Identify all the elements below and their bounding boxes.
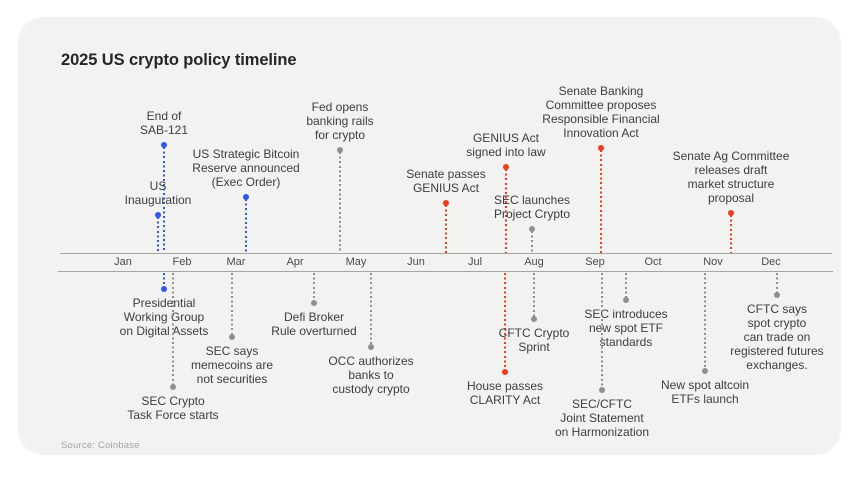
event-label: OCC authorizes banks to custody crypto [328,354,414,396]
event-marker-dot [774,292,780,298]
event-label: End of SAB-121 [139,109,189,137]
event-label: SEC says memecoins are not securities [190,344,274,386]
timeline-axis-top-line [60,253,832,255]
event-connector-line [533,273,535,318]
event-label: SEC launches Project Crypto [493,193,571,221]
event-marker-dot [337,147,343,153]
event-connector-line [313,273,315,302]
event-label: Senate Ag Committee releases draft marke… [672,149,790,205]
event-connector-line [157,217,159,253]
axis-month-label: Sep [585,256,605,268]
event-marker-dot [443,200,449,206]
axis-month-label: Apr [286,256,304,268]
event-marker-dot [702,368,708,374]
source-caption: Source: Coinbase [61,440,140,451]
event-connector-line [625,273,627,299]
axis-month-label: May [345,256,367,268]
event-marker-dot [368,344,374,350]
event-connector-line [445,205,447,253]
axis-month-label: Nov [703,256,723,268]
timeline-axis-bottom-line [58,271,833,273]
event-marker-dot [531,316,537,322]
event-marker-dot [155,212,161,218]
event-label: Senate passes GENIUS Act [406,167,486,195]
event-connector-line [531,231,533,253]
event-marker-dot [161,286,167,292]
axis-month-label: Dec [761,256,781,268]
event-marker-dot [229,334,235,340]
event-label: SEC introduces new spot ETF standards [584,307,668,349]
event-connector-line [231,273,233,336]
event-connector-line [339,152,341,253]
axis-month-label: Mar [226,256,246,268]
event-marker-dot [728,210,734,216]
axis-month-label: Jun [407,256,425,268]
event-label: New spot altcoin ETFs launch [660,378,750,406]
event-connector-line [504,273,506,371]
event-connector-line [505,169,507,253]
event-marker-dot [170,384,176,390]
event-marker-dot [599,387,605,393]
event-label: US Inauguration [124,179,192,207]
event-connector-line [704,273,706,370]
event-marker-dot [623,297,629,303]
event-marker-dot [503,164,509,170]
event-label: Senate Banking Committee proposes Respon… [542,84,660,140]
event-connector-line [172,273,174,386]
event-label: House passes CLARITY Act [466,379,544,407]
axis-month-label: Jan [114,256,132,268]
event-label: SEC/CFTC Joint Statement on Harmonizatio… [554,397,650,439]
event-marker-dot [502,369,508,375]
event-marker-dot [161,142,167,148]
event-label: US Strategic Bitcoin Reserve announced (… [192,147,300,189]
event-marker-dot [598,145,604,151]
event-connector-line [601,273,603,389]
event-label: Fed opens banking rails for crypto [306,100,374,142]
timeline-plot: Jan Feb Mar Apr May Jun Jul Aug Sep Oct Nov Dec US … [18,17,861,489]
event-connector-line [245,199,247,253]
axis-month-label: Oct [644,256,662,268]
event-connector-line [730,215,732,253]
event-label: CFTC Crypto Sprint [498,326,570,354]
event-marker-dot [311,300,317,306]
event-label: Defi Broker Rule overturned [271,310,357,338]
chart-title: 2025 US crypto policy timeline [61,51,297,69]
event-label: SEC Crypto Task Force starts [127,394,219,422]
timeline-card: 2025 US crypto policy timeline Jan Feb Mar… [18,17,841,455]
event-marker-dot [243,194,249,200]
event-label: Presidential Working Group on Digital As… [119,296,209,338]
event-label: GENIUS Act signed into law [466,131,546,159]
event-connector-line [163,273,165,288]
axis-month-label: Feb [172,256,192,268]
event-connector-line [370,273,372,346]
event-label: CFTC says spot crypto can trade on regis… [730,302,824,372]
event-connector-line [600,150,602,253]
event-marker-dot [529,226,535,232]
event-connector-line [776,273,778,294]
axis-month-label: Aug [524,256,544,268]
axis-month-label: Jul [467,256,483,268]
event-connector-line [163,147,165,253]
